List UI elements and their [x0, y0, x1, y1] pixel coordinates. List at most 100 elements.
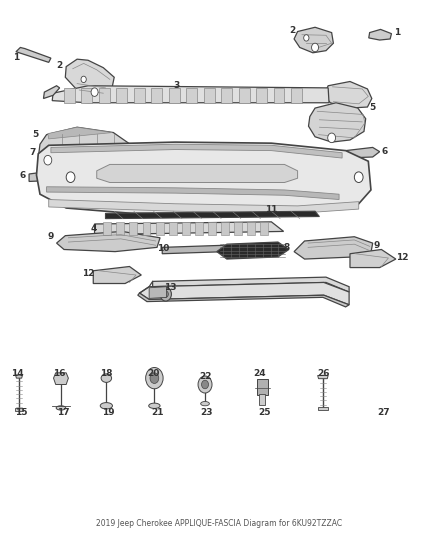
Text: 5: 5: [370, 102, 376, 111]
Polygon shape: [221, 88, 232, 103]
Ellipse shape: [201, 401, 209, 406]
Polygon shape: [51, 144, 342, 158]
Polygon shape: [155, 222, 163, 235]
Text: 18: 18: [100, 369, 113, 378]
Text: 3: 3: [173, 81, 180, 90]
Bar: [259, 394, 265, 405]
Circle shape: [354, 172, 363, 182]
Polygon shape: [36, 142, 371, 214]
Polygon shape: [195, 222, 203, 235]
Polygon shape: [221, 222, 229, 235]
Text: 14: 14: [11, 369, 24, 378]
Ellipse shape: [56, 406, 66, 410]
Polygon shape: [162, 245, 227, 254]
Polygon shape: [117, 88, 127, 103]
Polygon shape: [204, 88, 215, 103]
Polygon shape: [140, 282, 349, 305]
Circle shape: [198, 376, 212, 393]
Text: 9: 9: [374, 241, 380, 250]
Polygon shape: [53, 373, 68, 384]
Polygon shape: [350, 249, 396, 268]
Polygon shape: [169, 222, 177, 235]
Polygon shape: [97, 165, 297, 182]
Polygon shape: [143, 222, 150, 235]
Polygon shape: [256, 88, 267, 103]
Polygon shape: [247, 222, 255, 235]
Circle shape: [201, 380, 208, 389]
Polygon shape: [152, 277, 349, 292]
Polygon shape: [274, 88, 285, 103]
Text: 4: 4: [90, 224, 96, 233]
Polygon shape: [29, 171, 60, 181]
Polygon shape: [99, 88, 110, 103]
Polygon shape: [65, 59, 114, 98]
Polygon shape: [239, 88, 250, 103]
Polygon shape: [57, 231, 160, 252]
Polygon shape: [182, 222, 190, 235]
Text: 22: 22: [199, 372, 212, 381]
Polygon shape: [208, 222, 216, 235]
Polygon shape: [186, 88, 197, 103]
Polygon shape: [294, 27, 333, 53]
Text: 19: 19: [102, 408, 115, 417]
Polygon shape: [369, 29, 392, 40]
Polygon shape: [52, 86, 329, 103]
Text: 24: 24: [253, 369, 266, 378]
Text: 2019 Jeep Cherokee APPLIQUE-FASCIA Diagram for 6KU92TZZAC: 2019 Jeep Cherokee APPLIQUE-FASCIA Diagr…: [96, 519, 342, 528]
Polygon shape: [294, 237, 373, 259]
Polygon shape: [81, 88, 92, 103]
Text: 15: 15: [14, 408, 27, 417]
Text: 1: 1: [394, 28, 400, 37]
Text: 23: 23: [201, 408, 213, 417]
Ellipse shape: [100, 402, 113, 409]
Text: 12: 12: [82, 270, 95, 278]
Polygon shape: [95, 222, 284, 235]
Polygon shape: [106, 211, 319, 219]
Polygon shape: [138, 293, 349, 307]
Circle shape: [304, 35, 309, 41]
Polygon shape: [169, 88, 180, 103]
Circle shape: [150, 373, 159, 383]
Text: 8: 8: [284, 243, 290, 252]
Ellipse shape: [149, 403, 160, 408]
Circle shape: [81, 76, 86, 83]
Polygon shape: [324, 82, 372, 108]
Text: 25: 25: [258, 408, 271, 417]
Polygon shape: [64, 88, 75, 103]
Text: 5: 5: [32, 130, 39, 139]
Polygon shape: [346, 148, 380, 158]
Polygon shape: [49, 199, 359, 213]
Bar: [15, 408, 23, 411]
Text: 21: 21: [151, 408, 164, 417]
Polygon shape: [149, 287, 166, 298]
Polygon shape: [134, 88, 145, 103]
Circle shape: [44, 156, 52, 165]
Polygon shape: [48, 127, 113, 139]
Circle shape: [160, 287, 171, 301]
Text: 26: 26: [317, 369, 329, 378]
Polygon shape: [318, 375, 328, 378]
Polygon shape: [261, 222, 268, 235]
Text: 10: 10: [157, 244, 170, 253]
Text: 7: 7: [29, 148, 35, 157]
Text: 11: 11: [265, 205, 278, 214]
Text: 16: 16: [53, 369, 66, 378]
Text: 1: 1: [13, 53, 19, 62]
Polygon shape: [308, 103, 366, 142]
Text: 17: 17: [57, 408, 69, 417]
Text: 9: 9: [48, 232, 54, 241]
Text: 2: 2: [289, 26, 295, 35]
Polygon shape: [15, 375, 22, 378]
Polygon shape: [291, 88, 302, 103]
Text: 6: 6: [381, 147, 388, 156]
Text: 20: 20: [147, 369, 159, 378]
Circle shape: [91, 88, 98, 96]
Circle shape: [163, 291, 168, 297]
Circle shape: [66, 172, 75, 182]
Polygon shape: [151, 88, 162, 103]
Bar: [257, 379, 268, 395]
Text: 13: 13: [164, 283, 177, 292]
Ellipse shape: [101, 374, 112, 382]
Polygon shape: [117, 222, 124, 235]
Circle shape: [328, 133, 336, 143]
